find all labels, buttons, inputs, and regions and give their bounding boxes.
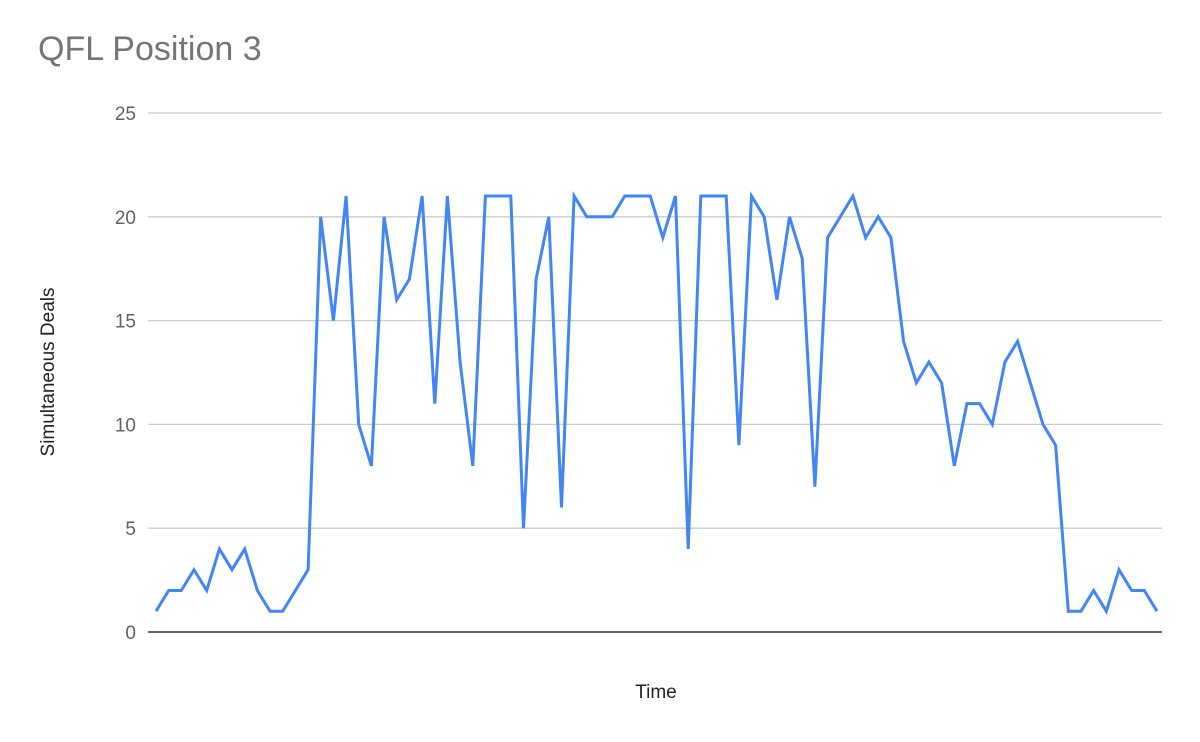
y-tick-label: 15: [115, 312, 136, 333]
x-axis-label: Time: [635, 682, 677, 703]
y-tick-label: 5: [125, 519, 136, 540]
y-tick-label: 20: [115, 208, 136, 229]
y-tick-label: 10: [115, 415, 136, 436]
chart-title: QFL Position 3: [38, 30, 262, 68]
y-tick-label: 0: [125, 623, 136, 644]
y-axis-label: Simultaneous Deals: [38, 288, 59, 457]
series-line: [154, 190, 1159, 615]
y-tick-label: 25: [115, 104, 136, 125]
